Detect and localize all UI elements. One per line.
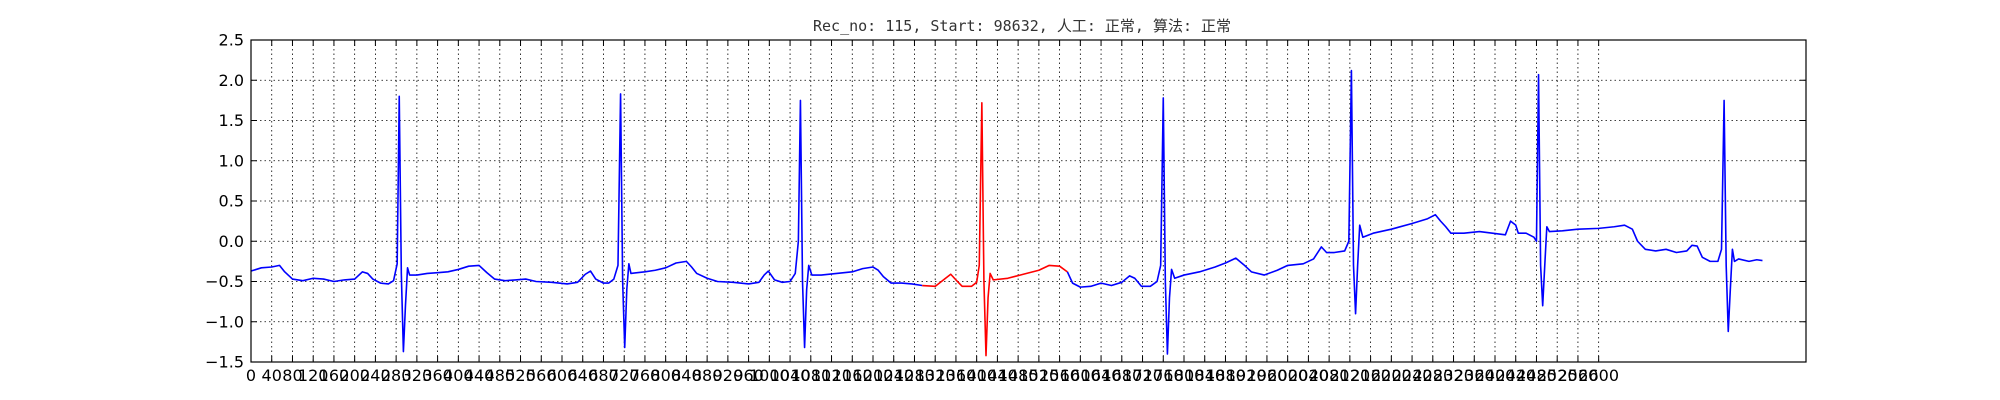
x-tick-label: 840 — [671, 366, 702, 385]
y-axis: 2.5 2.0 1.5 1.0 0.5 0.0 −0.5 −1.0 −1.5 — [205, 31, 1806, 372]
grid-lines — [250, 39, 1806, 363]
x-tick-label: 1640 — [1081, 366, 1122, 385]
x-tick-label: 1440 — [977, 366, 1018, 385]
x-tick-label: 2240 — [1392, 366, 1433, 385]
x-tick-label: 2000 — [1267, 366, 1308, 385]
x-tick-label: 2120 — [1330, 366, 1371, 385]
x-tick-label: 1680 — [1101, 366, 1142, 385]
x-tick-label: 1080 — [790, 366, 831, 385]
x-tick-label: 440 — [464, 366, 495, 385]
ecg-trace-highlighted — [922, 101, 1068, 357]
x-tick-label: 600 — [547, 366, 578, 385]
y-tick-label: −1.5 — [205, 353, 244, 372]
x-tick-label: 1320 — [915, 366, 956, 385]
x-tick-label: 1840 — [1184, 366, 1225, 385]
x-tick-label: 2520 — [1537, 366, 1578, 385]
x-tick-label: 1480 — [998, 366, 1039, 385]
x-tick-label: 680 — [588, 366, 619, 385]
x-tick-label: 1000 — [749, 366, 790, 385]
x-tick-label: 160 — [319, 366, 350, 385]
x-tick-label: 2360 — [1454, 366, 1495, 385]
x-tick-label: 360 — [422, 366, 453, 385]
x-tick-label: 0 — [246, 366, 256, 385]
x-tick-label: 2600 — [1578, 366, 1619, 385]
x-tick-label: 200 — [339, 366, 370, 385]
x-tick-label: 960 — [733, 366, 764, 385]
x-tick-label: 1960 — [1247, 366, 1288, 385]
x-tick-label: 1200 — [853, 366, 894, 385]
x-tick-label: 640 — [567, 366, 598, 385]
y-tick-label: 2.0 — [219, 71, 244, 90]
x-tick-label: 1520 — [1019, 366, 1060, 385]
x-tick-label: 320 — [402, 366, 433, 385]
x-tick-label: 1240 — [873, 366, 914, 385]
chart-title: Rec_no: 115, Start: 98632, 人工: 正常, 算法: 正… — [813, 17, 1231, 35]
x-tick-label: 280 — [381, 366, 412, 385]
x-tick-label: 400 — [443, 366, 474, 385]
y-tick-label: −1.0 — [205, 312, 244, 331]
plot-frame — [250, 39, 1807, 363]
x-tick-label: 1800 — [1164, 366, 1205, 385]
x-tick-label: 2080 — [1309, 366, 1350, 385]
x-tick-label: 1040 — [770, 366, 811, 385]
x-tick-label: 1880 — [1205, 366, 1246, 385]
x-tick-label: 2040 — [1288, 366, 1329, 385]
x-tick-label: 1160 — [832, 366, 873, 385]
x-tick-label: 2280 — [1412, 366, 1453, 385]
y-tick-label: 0.5 — [219, 192, 244, 211]
y-tick-label: 1.0 — [219, 151, 244, 170]
x-tick-label: 1920 — [1226, 366, 1267, 385]
x-tick-label: 1120 — [811, 366, 852, 385]
x-tick-label: 2200 — [1371, 366, 1412, 385]
x-tick-label: 560 — [526, 366, 557, 385]
ecg-trace-3 — [1066, 69, 1763, 355]
x-tick-label: 2440 — [1495, 366, 1536, 385]
ecg-series-group — [250, 69, 1763, 357]
x-tick-label: 1600 — [1060, 366, 1101, 385]
x-tick-label: 120 — [298, 366, 329, 385]
x-tick-label: 2400 — [1475, 366, 1516, 385]
x-tick-label: 880 — [692, 366, 723, 385]
x-tick-label: 1760 — [1143, 366, 1184, 385]
ecg-trace-1 — [250, 93, 923, 353]
x-tick-label: 520 — [505, 366, 536, 385]
x-tick-label: 80 — [282, 366, 302, 385]
y-tick-label: 1.5 — [219, 111, 244, 130]
x-tick-label: 760 — [630, 366, 661, 385]
y-tick-label: −0.5 — [205, 272, 244, 291]
x-tick-label: 480 — [485, 366, 516, 385]
x-tick-label: 1280 — [894, 366, 935, 385]
x-tick-label: 1400 — [956, 366, 997, 385]
x-tick-label: 240 — [360, 366, 391, 385]
x-tick-label: 2560 — [1558, 366, 1599, 385]
x-tick-label: 2160 — [1350, 366, 1391, 385]
x-tick-label: 2320 — [1433, 366, 1474, 385]
y-tick-label: 0.0 — [219, 232, 244, 251]
x-tick-label: 2480 — [1516, 366, 1557, 385]
x-tick-label: 800 — [650, 366, 681, 385]
x-tick-label: 1720 — [1122, 366, 1163, 385]
x-tick-label: 920 — [713, 366, 744, 385]
x-tick-label: 720 — [609, 366, 640, 385]
x-tick-label: 1560 — [1039, 366, 1080, 385]
x-tick-label: 40 — [262, 366, 282, 385]
y-tick-label: 2.5 — [219, 31, 244, 50]
x-axis: 0 40 8012016020024028032036040044048052056… — [246, 40, 1619, 385]
x-tick-label: 1360 — [936, 366, 977, 385]
plot-area — [250, 39, 1807, 363]
